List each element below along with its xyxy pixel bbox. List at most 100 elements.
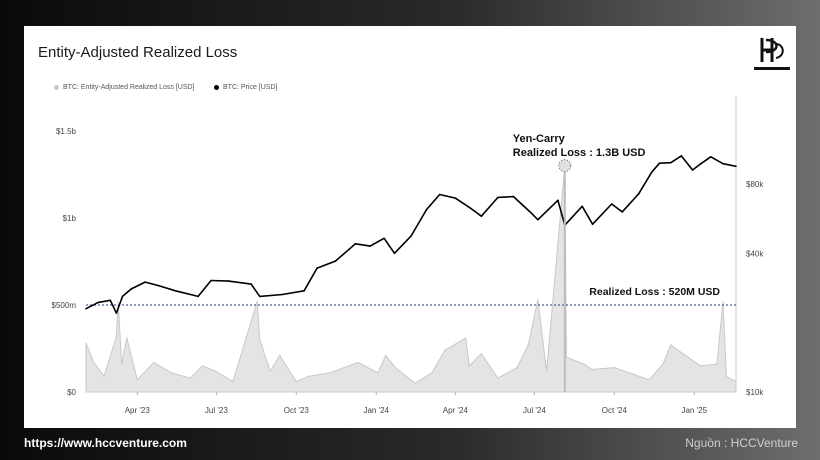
chart-title: Entity-Adjusted Realized Loss [38,44,238,61]
reference-line-label: Realized Loss : 520M USD [589,286,720,298]
legend-label: BTC: Entity-Adjusted Realized Loss [USD] [63,84,195,91]
price-point [97,301,99,304]
price-point [454,197,457,199]
x-tick-label: Oct '23 [284,406,310,415]
realized-loss-point [307,375,310,377]
x-tick-label: Apr '23 [125,406,151,415]
x-tick-label: Jul '23 [205,406,228,415]
legend-swatch-icon [54,85,59,90]
y-right-tick-label: $40k [746,249,764,258]
price-point [691,169,694,171]
realized-loss-point [170,372,172,374]
price-point [109,299,112,302]
realized-loss-series [85,165,737,393]
price-point [303,290,305,292]
price-series [85,155,737,314]
realized-loss-point [232,381,234,383]
price-point [469,207,471,209]
realized-loss-point [279,354,281,356]
price-point [680,155,683,157]
price-point [144,281,146,283]
price-point [410,235,412,237]
annotation-value: Realized Loss : 1.3B USD [513,147,646,159]
realized-loss-point [269,370,271,372]
price-point [250,283,252,285]
price-point [121,295,124,298]
price-point [316,267,318,269]
price-point [698,163,701,166]
price-point [259,295,261,298]
realized-loss-point [256,300,258,303]
price-point [710,156,712,158]
price-point [130,288,132,290]
realized-loss-point [377,372,379,374]
price-point [722,162,724,165]
realized-loss-point [93,361,95,363]
x-tick-label: Jan '25 [682,406,708,415]
price-point [174,290,177,292]
realized-loss-point [583,363,585,365]
price-point [85,307,87,310]
realized-loss-point [126,337,128,339]
price-point [735,165,737,168]
realized-loss-point [480,353,482,355]
realized-loss-point [414,382,416,384]
realized-loss-point [121,363,123,365]
price-point [115,312,118,314]
y-right-tick-label: $10k [746,388,764,397]
realized-loss-point [546,370,548,372]
realized-loss-point [259,339,261,341]
x-tick-label: Jan '24 [363,406,389,415]
legend-item-price[interactable]: BTC: Price [USD] [214,84,277,91]
realized-loss-point [214,370,217,372]
price-point [393,252,396,255]
realized-loss-point [565,356,568,358]
price-point [497,196,499,199]
yen-carry-marker-icon [558,159,572,173]
price-point [557,199,559,202]
price-point [650,171,653,173]
realized-loss-point [527,344,529,346]
realized-loss-point [394,367,396,369]
footer-source-text: Nguồn : HCCVenture [685,436,798,450]
price-point [425,208,428,211]
realized-loss-point [516,367,518,369]
price-point [512,195,515,198]
legend-label: BTC: Price [USD] [223,84,278,91]
hccventure-logo [754,38,790,70]
realized-loss-point [722,300,724,303]
realized-loss-point [670,344,672,346]
realized-loss-point [725,375,728,377]
y-right-tick-label: $80k [746,180,764,189]
realized-loss-point [537,299,539,301]
price-point [438,193,441,196]
realized-loss-point [465,337,467,339]
price-point [537,218,539,221]
annotation-title: Yen-Carry [513,133,566,145]
realized-loss-point [682,353,684,355]
realized-loss-point [115,335,117,337]
realized-loss-point [103,375,105,377]
realized-loss-point [85,342,87,344]
price-point [621,211,623,213]
x-tick-label: Apr '24 [443,406,469,415]
chart-card: Entity-Adjusted Realized Loss BTC: Entit… [24,26,796,428]
realized-loss-point [444,349,446,351]
realized-loss-point [189,377,191,379]
price-point [591,223,594,225]
price-point [480,215,483,217]
realized-loss-point [613,367,615,369]
x-tick-label: Jul '24 [523,406,546,415]
realized-loss-point [385,354,387,356]
price-point [281,293,284,296]
y-left-tick-label: $500m [52,301,77,310]
realized-loss-point [699,365,702,367]
realized-loss-point [201,365,203,367]
price-point [369,245,372,247]
realized-loss-point [735,381,737,383]
y-left-tick-label: $1.5b [56,127,77,136]
legend-item-realized-loss[interactable]: BTC: Entity-Adjusted Realized Loss [USD] [54,84,195,91]
price-point [227,280,230,282]
footer-url-link[interactable]: https://www.hccventure.com [24,436,187,450]
y-left-tick-label: $1b [63,214,77,223]
